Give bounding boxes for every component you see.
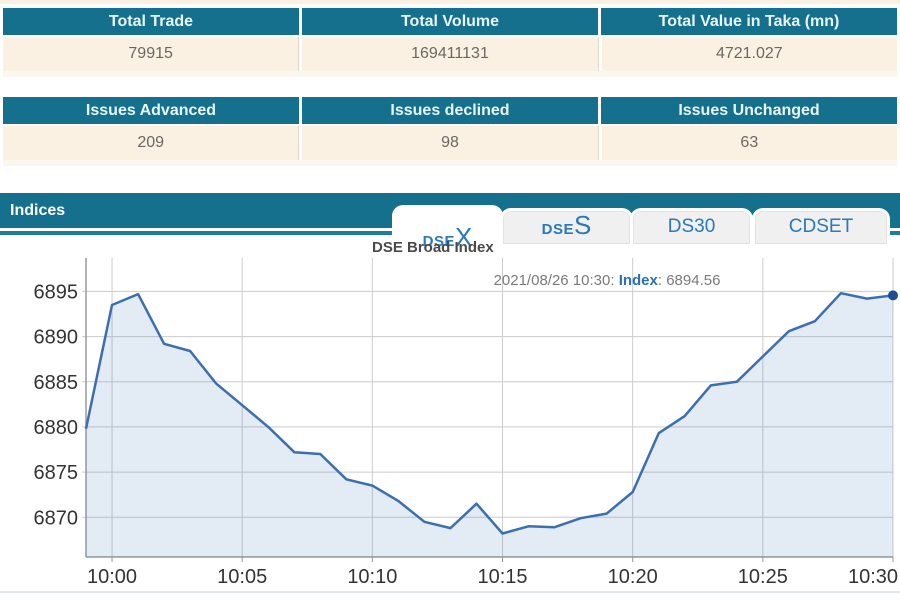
header-total-volume: Total Volume	[302, 8, 598, 35]
table-value-row: 209 98 63	[3, 126, 897, 160]
tab-cdset-label: CDSET	[788, 216, 854, 237]
annotation-index-value: : 6894.56	[657, 272, 721, 289]
tab-dses[interactable]: DSE S	[503, 211, 630, 244]
svg-text:6880: 6880	[34, 417, 79, 439]
table-header-row: Total Trade Total Volume Total Value in …	[3, 8, 897, 35]
svg-text:10:15: 10:15	[477, 566, 527, 588]
value-total-value: 4721.027	[601, 37, 897, 71]
table-value-row: 79915 169411131 4721.027	[3, 37, 897, 71]
svg-text:6895: 6895	[34, 281, 79, 303]
header-issues-declined: Issues declined	[302, 97, 598, 124]
chart-title: DSE Broad Index	[372, 239, 494, 256]
svg-text:10:20: 10:20	[608, 566, 658, 588]
tab-ds30[interactable]: DS30	[633, 211, 750, 244]
trade-summary-table: Total Trade Total Volume Total Value in …	[3, 8, 897, 77]
tab-dses-label: DSE S	[541, 210, 592, 240]
issues-summary-table: Issues Advanced Issues declined Issues U…	[3, 97, 897, 166]
value-issues-declined: 98	[302, 126, 599, 160]
value-issues-unchanged: 63	[601, 126, 897, 160]
svg-text:10:25: 10:25	[738, 566, 788, 588]
table-underline	[3, 71, 897, 77]
tab-dsex[interactable]: DSE X	[395, 208, 500, 254]
svg-text:6875: 6875	[34, 462, 79, 484]
header-total-trade: Total Trade	[3, 8, 299, 35]
svg-text:6870: 6870	[34, 507, 79, 529]
table-header-row: Issues Advanced Issues declined Issues U…	[3, 97, 897, 124]
tab-dsex-label: DSE X	[422, 222, 473, 252]
value-issues-advanced: 209	[3, 126, 300, 160]
tab-ds30-label: DS30	[667, 216, 716, 237]
chart-bottom-border	[0, 591, 900, 593]
svg-text:10:10: 10:10	[347, 566, 397, 588]
value-total-trade: 79915	[3, 37, 300, 71]
indices-title: Indices	[10, 202, 66, 219]
annotation-datetime: 2021/08/26 10:30:	[493, 272, 619, 289]
header-issues-unchanged: Issues Unchanged	[601, 97, 897, 124]
svg-text:10:00: 10:00	[87, 566, 137, 588]
header-issues-advanced: Issues Advanced	[3, 97, 299, 124]
table-underline	[3, 160, 897, 166]
chart-tooltip-annotation: 2021/08/26 10:30: Index: 6894.56	[457, 272, 757, 289]
svg-text:10:30: 10:30	[848, 566, 898, 588]
annotation-index-label: Index	[618, 272, 658, 289]
tab-cdset[interactable]: CDSET	[755, 211, 887, 244]
svg-text:6885: 6885	[34, 372, 79, 394]
top-divider	[0, 0, 900, 4]
svg-text:6890: 6890	[34, 327, 79, 349]
value-total-volume: 169411131	[302, 37, 599, 71]
svg-text:10:05: 10:05	[217, 566, 267, 588]
header-total-value: Total Value in Taka (mn)	[601, 8, 897, 35]
